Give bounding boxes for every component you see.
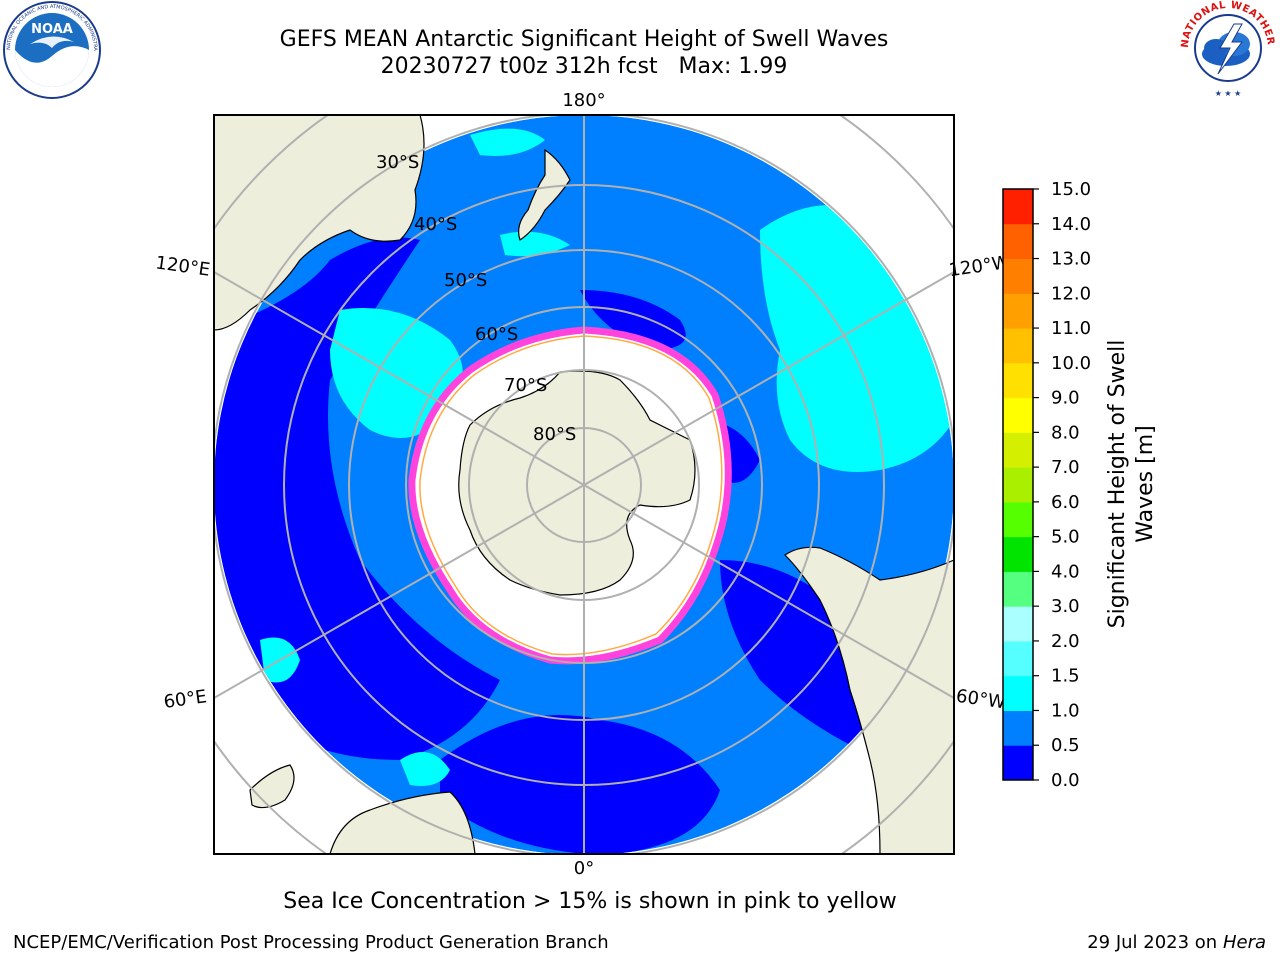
swell-1-1.5-south <box>400 752 450 786</box>
low-swell-north <box>580 290 686 350</box>
colorbar-tick-label: 14.0 <box>1051 214 1091 235</box>
africa-land <box>329 791 476 854</box>
lat-label-40s: 40°S <box>414 214 457 235</box>
lat-label-70s: 70°S <box>504 375 547 396</box>
colorbar-tick-label: 8.0 <box>1051 422 1080 443</box>
colorbar-segment <box>1003 710 1033 746</box>
colorbar-segment <box>1003 293 1033 329</box>
lat-label-50s: 50°S <box>444 270 487 291</box>
title-line-1: GEFS MEAN Antarctic Significant Height o… <box>279 27 889 52</box>
colorbar-tick-label: 1.0 <box>1051 700 1080 721</box>
colorbar-tick-label: 0.0 <box>1051 770 1080 791</box>
noaa-logo: NOAA NATIONAL OCEANIC AND ATMOSPHERIC AD… <box>0 0 101 99</box>
colorbar-segment <box>1003 675 1033 711</box>
colorbar-tick-label: 10.0 <box>1051 353 1091 374</box>
lon-label-180: 180° <box>562 90 605 111</box>
colorbar-tick-label: 5.0 <box>1051 527 1080 548</box>
colorbar-segment <box>1003 397 1033 433</box>
colorbar-tick-label: 15.0 <box>1051 179 1091 200</box>
lat-label-60s: 60°S <box>475 324 518 345</box>
colorbar-segment <box>1003 189 1033 225</box>
colorbar-label-line-1: Significant Height of Swell <box>1105 340 1130 629</box>
colorbar-tick-label: 9.0 <box>1051 388 1080 409</box>
colorbar-tick-label: 11.0 <box>1051 318 1091 339</box>
nws-logo: NATIONAL WEATHER SERVICE ★ ★ ★ <box>1176 0 1276 98</box>
sea-ice-edge-inner <box>419 335 723 656</box>
footer-host: Hera <box>1222 932 1266 953</box>
colorbar-segment <box>1003 432 1033 468</box>
colorbar-tick-label: 7.0 <box>1051 457 1080 478</box>
colorbar-segment <box>1003 606 1033 642</box>
colorbar-segment <box>1003 258 1033 294</box>
south-america-land <box>784 546 954 854</box>
noaa-logo-text: NOAA <box>31 22 73 37</box>
colorbar-tick-label: 4.0 <box>1051 561 1080 582</box>
colorbar-tick-label: 13.0 <box>1051 249 1091 270</box>
map-frame <box>213 114 955 855</box>
colorbar-segment <box>1003 501 1033 538</box>
colorbar-tick-label: 2.0 <box>1051 631 1080 652</box>
new-zealand-land <box>518 148 571 241</box>
colorbar-segment <box>1003 223 1033 260</box>
colorbar-tick-label: 3.0 <box>1051 596 1080 617</box>
lon-label-120w: 120°W <box>947 252 1011 281</box>
colorbar-tick-label: 6.0 <box>1051 492 1080 513</box>
colorbar-segment <box>1003 571 1033 607</box>
colorbar-segment <box>1003 362 1033 399</box>
lon-label-120e: 120°E <box>154 252 211 280</box>
colorbar-label-line-2: Waves [m] <box>1133 425 1158 542</box>
svg-text:★ ★ ★: ★ ★ ★ <box>1215 89 1242 98</box>
lat-label-30s: 30°S <box>376 152 419 173</box>
low-swell-far-west <box>214 413 292 560</box>
colorbar-frame <box>1002 188 1034 781</box>
colorbar-segment <box>1003 640 1033 677</box>
australia-land <box>214 115 425 331</box>
lon-label-0: 0° <box>574 858 594 879</box>
colorbar <box>1003 189 1033 781</box>
footer-date: 29 Jul 2023 on Hera <box>1087 932 1266 953</box>
low-swell-west <box>214 237 500 760</box>
colorbar-segment <box>1003 467 1033 503</box>
colorbar-tick-label: 12.0 <box>1051 283 1091 304</box>
colorbar-segment <box>1003 536 1033 572</box>
footer-date-text: 29 Jul 2023 on <box>1087 932 1223 953</box>
swell-1-1.5-north <box>500 231 570 257</box>
footer-credit: NCEP/EMC/Verification Post Processing Pr… <box>13 932 609 953</box>
antarctica-land <box>458 370 696 596</box>
swell-1-1.5-nnw <box>470 128 545 156</box>
colorbar-segment <box>1003 745 1033 781</box>
colorbar-segment <box>1003 328 1033 364</box>
lon-label-60e: 60°E <box>162 686 208 713</box>
lon-label-60w: 60°W <box>955 686 1007 714</box>
lat-label-80s: 80°S <box>533 424 576 445</box>
meridian-lines <box>214 115 954 854</box>
colorbar-tick-label: 1.5 <box>1051 666 1080 687</box>
sea-ice-caption: Sea Ice Concentration > 15% is shown in … <box>283 889 897 914</box>
title-line-2: 20230727 t00z 312h fcst Max: 1.99 <box>380 54 788 79</box>
colorbar-tick-label: 0.5 <box>1051 735 1080 756</box>
